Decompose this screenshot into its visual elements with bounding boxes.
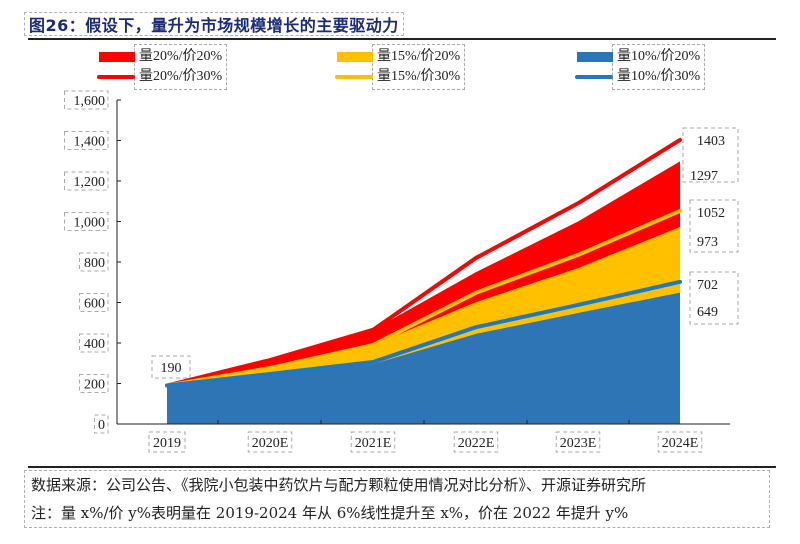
data-label-box — [151, 355, 191, 379]
y-tick-label-box — [64, 212, 109, 231]
x-tick-label: 2022E — [458, 436, 495, 451]
footer-box: 数据来源：公司公告、《我院小包装中药饮片与配方颗粒使用情况对比分析》、开源证券研… — [24, 470, 770, 528]
legend-item: 量20%/价30% — [97, 67, 223, 87]
y-tick-label-box — [79, 333, 109, 353]
data-label-box — [689, 271, 739, 325]
x-tick-label: 2019 — [153, 436, 181, 451]
legend-item: 量20%/价20% — [99, 47, 223, 67]
footnote: 注：量 x%/价 y%表明量在 2019-2024 年从 6%线性提升至 x%，… — [31, 504, 629, 522]
y-tick-label-box — [94, 414, 109, 434]
legend-swatch-line-icon — [575, 75, 613, 79]
x-tick-label: 2023E — [560, 436, 597, 451]
legend-item: 量10%/价20% — [577, 47, 701, 67]
y-tick-label-box — [79, 374, 109, 393]
area-series-3 — [167, 292, 680, 424]
footer-divider — [28, 466, 776, 468]
y-tick-label-box — [79, 293, 109, 312]
x-tick-label-box — [555, 431, 601, 453]
x-tick-label: 2021E — [355, 436, 392, 451]
legend-swatch-area-icon — [337, 52, 373, 62]
y-tick-label: 200 — [84, 378, 105, 393]
y-tick-label: 1,600 — [74, 94, 106, 109]
legend-swatch-area-icon — [577, 52, 613, 62]
y-tick-label-box — [64, 171, 109, 191]
legend-swatch-area-icon — [99, 52, 135, 62]
figure-title: 图26：假设下，量升为市场规模增长的主要驱动力 — [29, 16, 399, 35]
figure-title-box: 图26：假设下，量升为市场规模增长的主要驱动力 — [24, 12, 404, 36]
legend-label: 量10%/价20% — [617, 49, 701, 64]
data-label: 1052 — [697, 206, 725, 221]
line-layer — [165, 137, 682, 388]
legend-swatch-line-icon — [97, 75, 135, 79]
legend-label: 量15%/价30% — [377, 69, 461, 84]
y-tick-label: 0 — [98, 418, 105, 433]
legend-item: 量15%/价30% — [335, 67, 461, 87]
y-tick-label-box — [64, 131, 109, 150]
data-label: 702 — [697, 278, 718, 293]
legend-label: 量20%/价30% — [139, 69, 223, 84]
x-tick-label: 2020E — [252, 436, 289, 451]
data-label: 1297 — [690, 169, 718, 184]
legend-group-red: 量20%/价20% 量20%/价30% — [97, 44, 228, 90]
y-tick-label: 1,400 — [74, 135, 106, 150]
x-tick-label-box — [453, 431, 499, 453]
label-layer: 0 200 400 600 800 1,000 1,200 1,400 1,600 2019 202… — [64, 90, 739, 453]
line-series-2 — [165, 208, 682, 388]
legend-swatch-line-icon — [335, 75, 373, 79]
source-note: 数据来源：公司公告、《我院小包装中药饮片与配方颗粒使用情况对比分析》、开源证券研… — [31, 476, 647, 494]
axes-layer — [116, 99, 730, 425]
legend-item: 量10%/价30% — [575, 67, 701, 87]
y-tick-label-box — [64, 90, 109, 110]
legend-label: 量20%/价20% — [139, 49, 223, 64]
y-tick-label: 800 — [84, 256, 105, 271]
y-tick-label: 1,200 — [74, 175, 106, 190]
x-tick-label-box — [247, 431, 293, 453]
y-tick-label-box — [79, 252, 109, 272]
data-label-box — [682, 127, 739, 183]
x-tick-label-box — [350, 431, 396, 453]
data-label: 973 — [697, 235, 718, 250]
x-tick-label-box — [657, 431, 703, 453]
area-layer — [167, 161, 680, 425]
legend-group-blue: 量10%/价20% 量10%/价30% — [575, 44, 706, 90]
x-tick-label: 2024E — [662, 436, 699, 451]
y-tick-label: 1,000 — [74, 216, 106, 231]
line-series-3 — [165, 279, 682, 388]
data-label: 649 — [697, 305, 718, 320]
x-tick-label-box — [148, 431, 186, 453]
legend-label: 量15%/价20% — [377, 49, 461, 64]
data-label: 1403 — [697, 134, 725, 149]
data-label-box — [689, 199, 739, 253]
y-tick-label: 600 — [84, 297, 105, 312]
y-tick-label: 400 — [84, 337, 105, 352]
line-series-1 — [165, 137, 682, 388]
legend-item: 量15%/价20% — [337, 47, 461, 67]
legend-label: 量10%/价30% — [617, 69, 701, 84]
legend-group-yellow: 量15%/价20% 量15%/价30% — [335, 44, 466, 90]
data-label: 190 — [161, 361, 182, 376]
title-divider — [28, 38, 776, 40]
